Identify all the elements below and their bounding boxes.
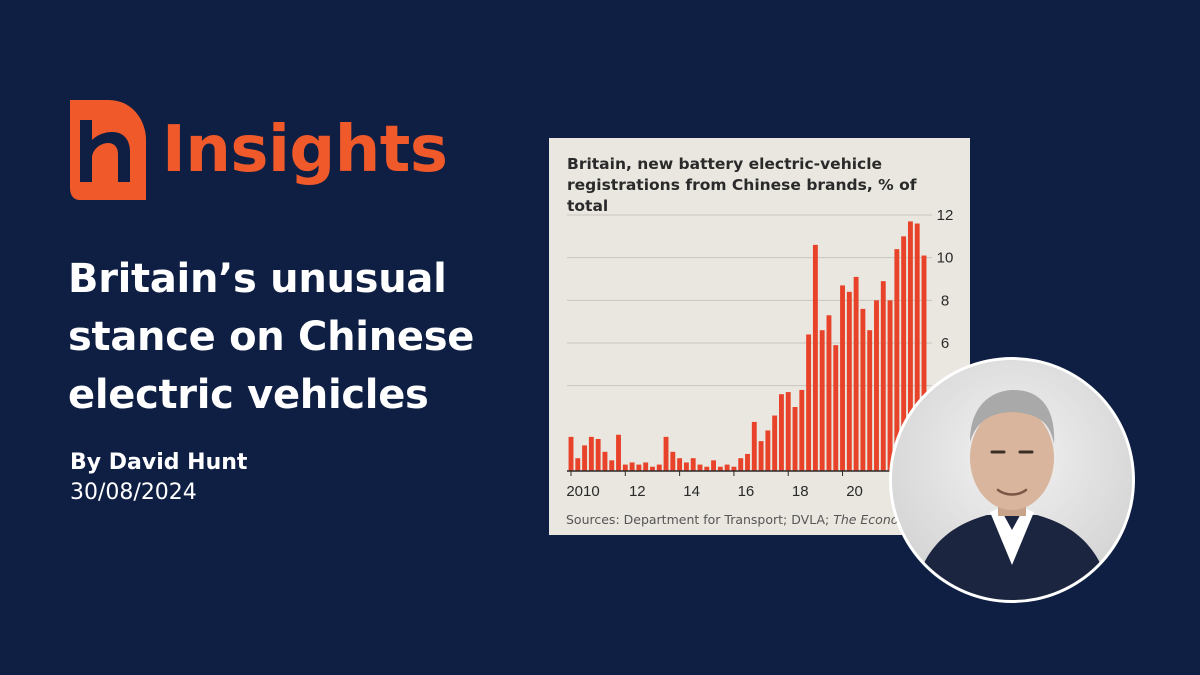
x-tick-label: 18 — [792, 483, 809, 500]
chart-bar — [704, 466, 710, 471]
x-tick-label: 16 — [738, 483, 755, 500]
chart-bar — [683, 462, 689, 471]
x-tick-label: 14 — [683, 483, 700, 500]
x-tick-label: 2010 — [566, 483, 599, 500]
x-tick-label: 12 — [629, 483, 646, 500]
chart-bar — [833, 345, 839, 471]
chart-bar — [697, 464, 703, 471]
article-author: By David Hunt — [70, 450, 248, 475]
chart-bar — [588, 436, 594, 471]
brand-header: Insights — [70, 100, 470, 200]
chart-bar — [677, 458, 683, 471]
chart-bar — [840, 285, 845, 471]
chart-bar — [765, 430, 771, 471]
y-tick-label: 6 — [941, 335, 949, 352]
chart-bar — [650, 466, 655, 471]
chart-card: 12108642010121416182022 Britain, new bat… — [549, 138, 970, 535]
chart-bar — [629, 462, 635, 471]
article-date: 30/08/2024 — [70, 480, 197, 505]
chart-bar — [663, 436, 669, 471]
x-tick-label: 20 — [846, 483, 863, 500]
chart-bar — [846, 291, 852, 471]
chart-bar — [901, 236, 907, 471]
chart-bar — [738, 458, 744, 471]
chart-bar — [616, 434, 621, 471]
chart-bar — [921, 255, 927, 471]
chart-bar — [860, 308, 866, 471]
bar-chart: 12108642010121416182022 — [566, 207, 954, 500]
chart-bar — [819, 330, 825, 471]
y-tick-label: 8 — [941, 292, 949, 309]
chart-bar — [724, 464, 730, 471]
chart-bar — [853, 276, 859, 471]
chart-bar — [656, 464, 662, 471]
chart-bar — [602, 451, 608, 471]
chart-bar — [758, 441, 764, 471]
chart-bar — [880, 281, 886, 471]
chart-bar — [711, 460, 716, 471]
chart-bar — [914, 223, 920, 471]
y-tick-label: 10 — [937, 250, 954, 267]
chart-bar — [874, 300, 879, 471]
chart-bar — [582, 445, 588, 471]
chart-bar — [751, 421, 757, 471]
chart-bar — [595, 439, 601, 471]
chart-bar — [772, 415, 778, 471]
chart-bar — [799, 389, 805, 471]
chart-bar — [731, 466, 737, 471]
chart-bar — [609, 460, 615, 471]
author-photo — [892, 360, 1132, 600]
article-headline: Britain’s unusual stance on Chinese elec… — [68, 256, 475, 418]
chart-bar — [894, 249, 900, 471]
chart-bar — [779, 394, 784, 471]
chart-bar — [568, 436, 574, 471]
chart-bar — [907, 221, 913, 471]
chart-bar — [690, 458, 696, 471]
chart-bar — [887, 300, 893, 471]
brand-name: Insights — [162, 113, 448, 187]
chart-bar — [670, 451, 676, 471]
h-logo-icon — [70, 100, 146, 200]
chart-source-main: Sources: Department for Transport; DVLA; — [566, 512, 834, 527]
chart-bar — [867, 330, 873, 471]
chart-source: Sources: Department for Transport; DVLA;… — [566, 512, 911, 527]
chart-bar — [643, 462, 649, 471]
chart-bar — [717, 466, 723, 471]
y-tick-label: 12 — [937, 207, 954, 224]
chart-bar — [636, 464, 642, 471]
chart-bar — [785, 392, 791, 471]
chart-bar — [792, 407, 798, 471]
chart-source-italic: The Econom — [833, 512, 911, 527]
chart-title: Britain, new battery electric-vehicle re… — [567, 155, 917, 215]
author-avatar — [892, 360, 1132, 600]
chart-bar — [575, 458, 581, 471]
chart-bar — [622, 464, 628, 471]
chart-bar — [806, 334, 812, 471]
chart-bar — [826, 315, 832, 471]
chart-bar — [812, 244, 818, 471]
chart-bar — [745, 453, 750, 471]
